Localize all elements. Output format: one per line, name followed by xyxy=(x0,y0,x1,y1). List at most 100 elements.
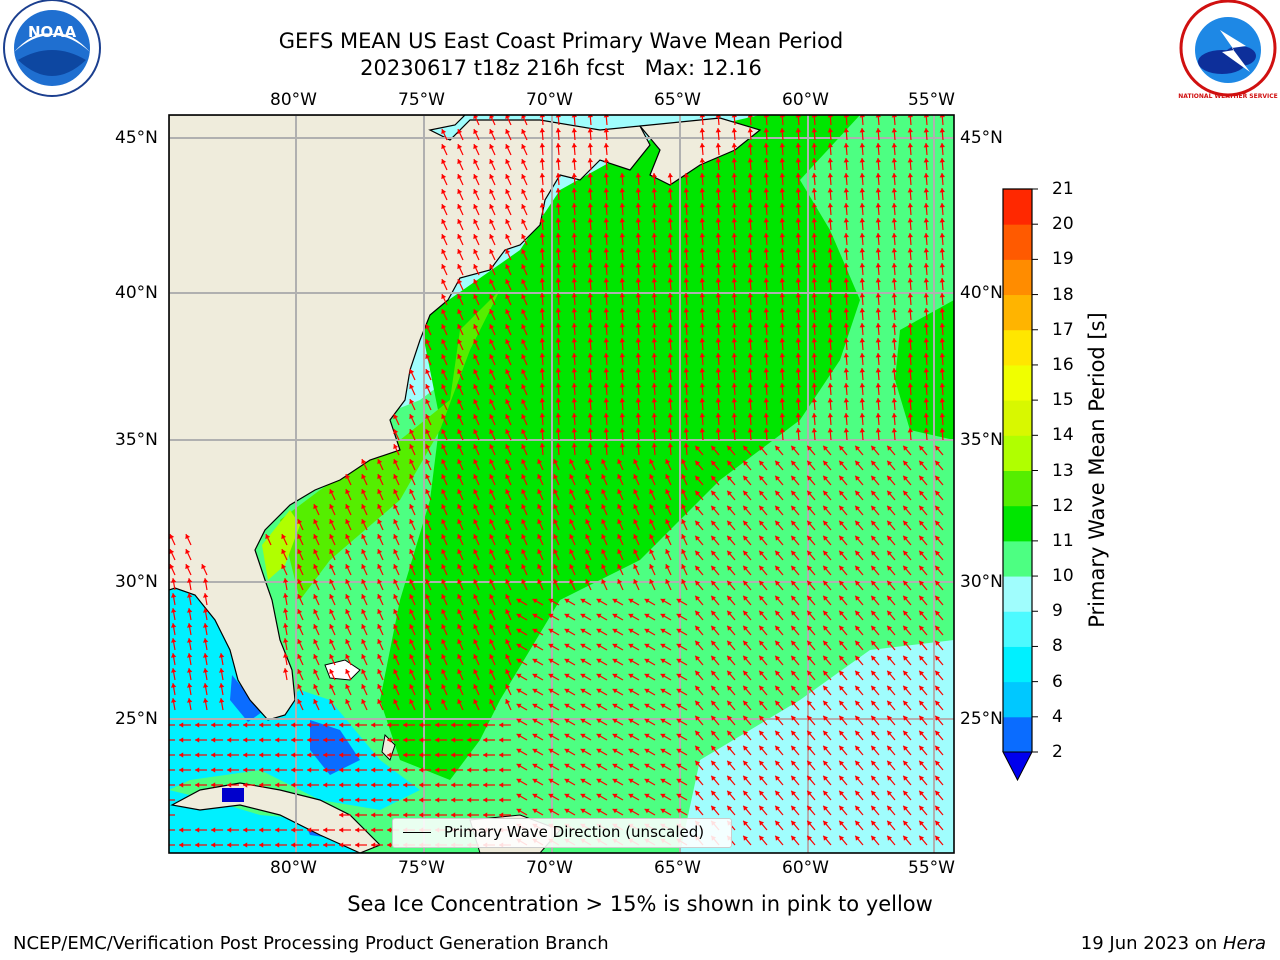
wave-arrow-head xyxy=(811,203,817,208)
wave-arrow-head xyxy=(313,504,319,510)
wave-arrow-head xyxy=(425,429,431,435)
wave-arrow-head xyxy=(409,534,415,540)
wave-arrow-head xyxy=(203,593,209,598)
wave-arrow-head xyxy=(571,218,577,223)
wave-arrow-head xyxy=(731,188,737,193)
wave-arrow-head xyxy=(635,188,641,193)
wave-arrow-head xyxy=(521,144,527,150)
wave-arrow-head xyxy=(489,609,495,615)
wave-arrow-head xyxy=(601,564,607,570)
wave-arrow-head xyxy=(795,248,801,253)
wave-arrow-head xyxy=(715,278,721,283)
wave-arrow-head xyxy=(775,475,781,481)
wave-arrow-head xyxy=(935,520,941,526)
wave-arrow-head xyxy=(651,368,657,373)
wave-arrow-head xyxy=(855,490,861,496)
colorbar-segment xyxy=(1003,400,1032,436)
wave-arrow-head xyxy=(651,398,657,403)
wave-arrow-head xyxy=(499,722,504,728)
wave-arrow-head xyxy=(747,413,753,418)
wave-arrow-head xyxy=(763,203,769,208)
wave-arrow-head xyxy=(393,459,399,465)
wave-arrow-head xyxy=(823,535,829,541)
wave-arrow-head xyxy=(823,490,829,496)
wave-arrow-head xyxy=(171,698,177,703)
wave-arrow-head xyxy=(505,669,511,675)
wave-arrow-head xyxy=(791,535,797,541)
wave-arrow-head xyxy=(355,812,360,818)
wave-arrow-head xyxy=(775,580,781,586)
wave-arrow-head xyxy=(329,654,335,660)
wave-arrow-head xyxy=(935,655,941,661)
wave-arrow-head xyxy=(393,669,399,675)
wave-arrow-head xyxy=(195,767,200,773)
wave-arrow-head xyxy=(660,643,666,649)
wave-arrow-head xyxy=(791,565,797,571)
wave-arrow-head xyxy=(521,219,527,225)
wave-arrow-head xyxy=(187,593,193,598)
wave-arrow-head xyxy=(585,564,591,570)
wave-arrow-head xyxy=(553,459,559,465)
wave-arrow-head xyxy=(695,490,701,496)
wave-arrow-head xyxy=(711,595,717,601)
wave-arrow-head xyxy=(939,353,945,358)
colorbar-tick-label: 6 xyxy=(1052,671,1063,692)
wave-arrow-head xyxy=(681,519,687,525)
wave-arrow-head xyxy=(839,730,845,736)
map-frame-content xyxy=(163,115,954,853)
wave-arrow-head xyxy=(747,188,753,193)
wave-arrow-head xyxy=(695,640,701,646)
wave-arrow-head xyxy=(935,790,941,796)
wave-arrow-head xyxy=(660,703,666,709)
wave-arrow-head xyxy=(457,489,463,495)
wave-arrow-head xyxy=(323,722,328,728)
wave-arrow-head xyxy=(355,737,360,743)
wave-arrow-head xyxy=(441,609,447,615)
wave-arrow-head xyxy=(715,218,721,223)
wave-arrow-head xyxy=(441,579,447,585)
land-nova-scotia xyxy=(638,117,762,186)
wave-arrow-head xyxy=(695,790,701,796)
wave-arrow-head xyxy=(505,309,511,315)
wave-arrow-head xyxy=(763,263,769,268)
wave-arrow-head xyxy=(711,460,717,466)
wave-arrow-head xyxy=(667,308,673,313)
wave-arrow-head xyxy=(441,624,447,630)
wave-arrow-head xyxy=(371,842,376,848)
wave-arrow-head xyxy=(163,797,167,802)
wave-arrow-head xyxy=(587,263,593,268)
wave-arrow-head xyxy=(727,520,733,526)
wave-arrow-head xyxy=(823,760,829,766)
wave-arrow-head xyxy=(775,550,781,556)
wave-arrow-head xyxy=(587,143,593,148)
wave-arrow-head xyxy=(521,414,527,420)
wave-arrow-head xyxy=(171,683,177,688)
wave-arrow-head xyxy=(473,519,479,525)
wave-arrow-head xyxy=(483,797,488,803)
sea-ice-note: Sea Ice Concentration > 15% is shown in … xyxy=(0,891,1280,917)
wave-arrow-head xyxy=(473,324,479,330)
wave-arrow-head xyxy=(473,309,479,315)
wave-arrow-head xyxy=(827,383,833,388)
wave-arrow-head xyxy=(871,640,877,646)
wave-arrow-head xyxy=(715,293,721,298)
wave-arrow-head xyxy=(903,820,909,826)
wave-arrow-head xyxy=(743,775,749,781)
wave-arrow-head xyxy=(281,564,287,570)
wave-arrow-head xyxy=(409,579,415,585)
footer-right: 19 Jun 2023 on Hera xyxy=(1081,933,1266,955)
wave-arrow-head xyxy=(807,505,813,511)
wave-arrow-head xyxy=(387,797,392,803)
wave-arrow-head xyxy=(635,308,641,313)
wave-arrow-head xyxy=(553,519,559,525)
wave-arrow-head xyxy=(489,624,495,630)
wave-arrow-head xyxy=(807,565,813,571)
wave-arrow-head xyxy=(596,793,602,799)
wave-arrow-head xyxy=(633,534,639,540)
wave-arrow-head xyxy=(935,715,941,721)
wave-arrow-head xyxy=(871,655,877,661)
wave-arrow-head xyxy=(505,144,511,150)
wave-arrow-head xyxy=(409,414,415,420)
wave-arrow-head xyxy=(532,733,538,739)
wave-arrow-head xyxy=(505,654,511,660)
